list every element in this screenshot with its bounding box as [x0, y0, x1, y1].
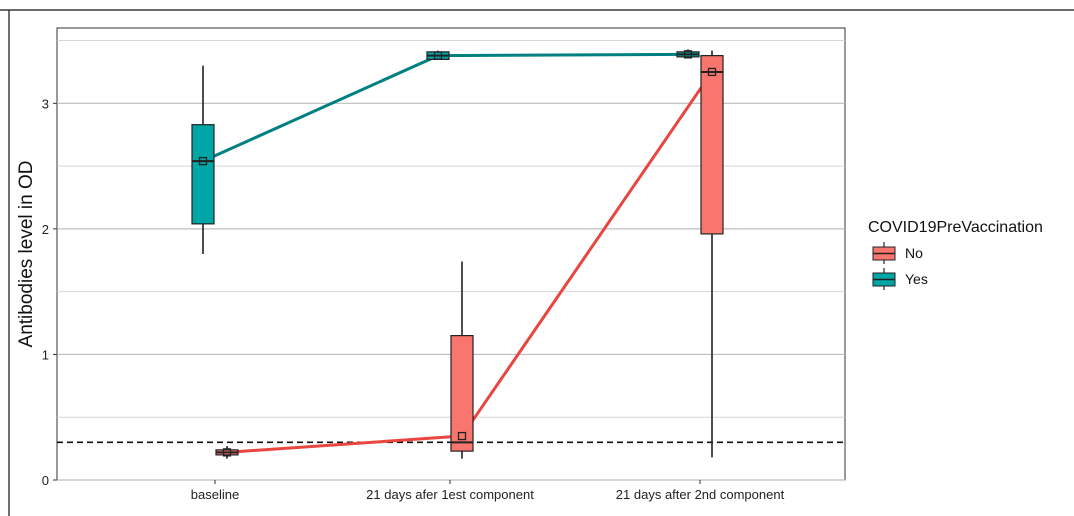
legend-title: COVID19PreVaccination	[868, 219, 1043, 236]
x-tick-label: baseline	[191, 487, 239, 502]
box-yes-1	[426, 50, 450, 60]
legend-key-yes	[872, 268, 896, 290]
mean-marker	[683, 50, 693, 59]
legend: COVID19PreVaccination No Yes	[868, 219, 1043, 290]
box-groups	[191, 49, 724, 459]
y-tick-label: 3	[42, 96, 49, 111]
box-yes-2	[676, 49, 700, 59]
legend-key-no	[872, 242, 896, 264]
y-axis-title: Antibodies level in OD	[16, 161, 37, 348]
mean-marker	[222, 448, 232, 457]
box-yes-0	[191, 65, 215, 254]
x-tick-label: 21 days after 2nd component	[616, 487, 785, 502]
box-iqr	[191, 124, 215, 225]
y-tick-label: 1	[42, 347, 49, 362]
x-tick-label: 21 days afer 1est component	[366, 487, 534, 502]
box-iqr	[450, 335, 474, 452]
y-tick-label: 0	[42, 473, 49, 488]
box-no-2	[700, 50, 724, 458]
box-no-1	[450, 261, 474, 459]
mean-marker	[198, 156, 208, 166]
box-iqr	[700, 55, 724, 235]
box-no-0	[215, 446, 239, 459]
y-tick-label: 2	[42, 222, 49, 237]
mean-marker	[707, 67, 717, 77]
mean-marker	[433, 51, 443, 60]
mean-marker	[457, 431, 467, 441]
legend-label: No	[905, 245, 923, 261]
legend-label: Yes	[905, 271, 928, 287]
x-axis: baseline 21 days afer 1est component 21 da…	[191, 480, 785, 502]
y-axis: 0 1 2 3	[42, 96, 57, 488]
